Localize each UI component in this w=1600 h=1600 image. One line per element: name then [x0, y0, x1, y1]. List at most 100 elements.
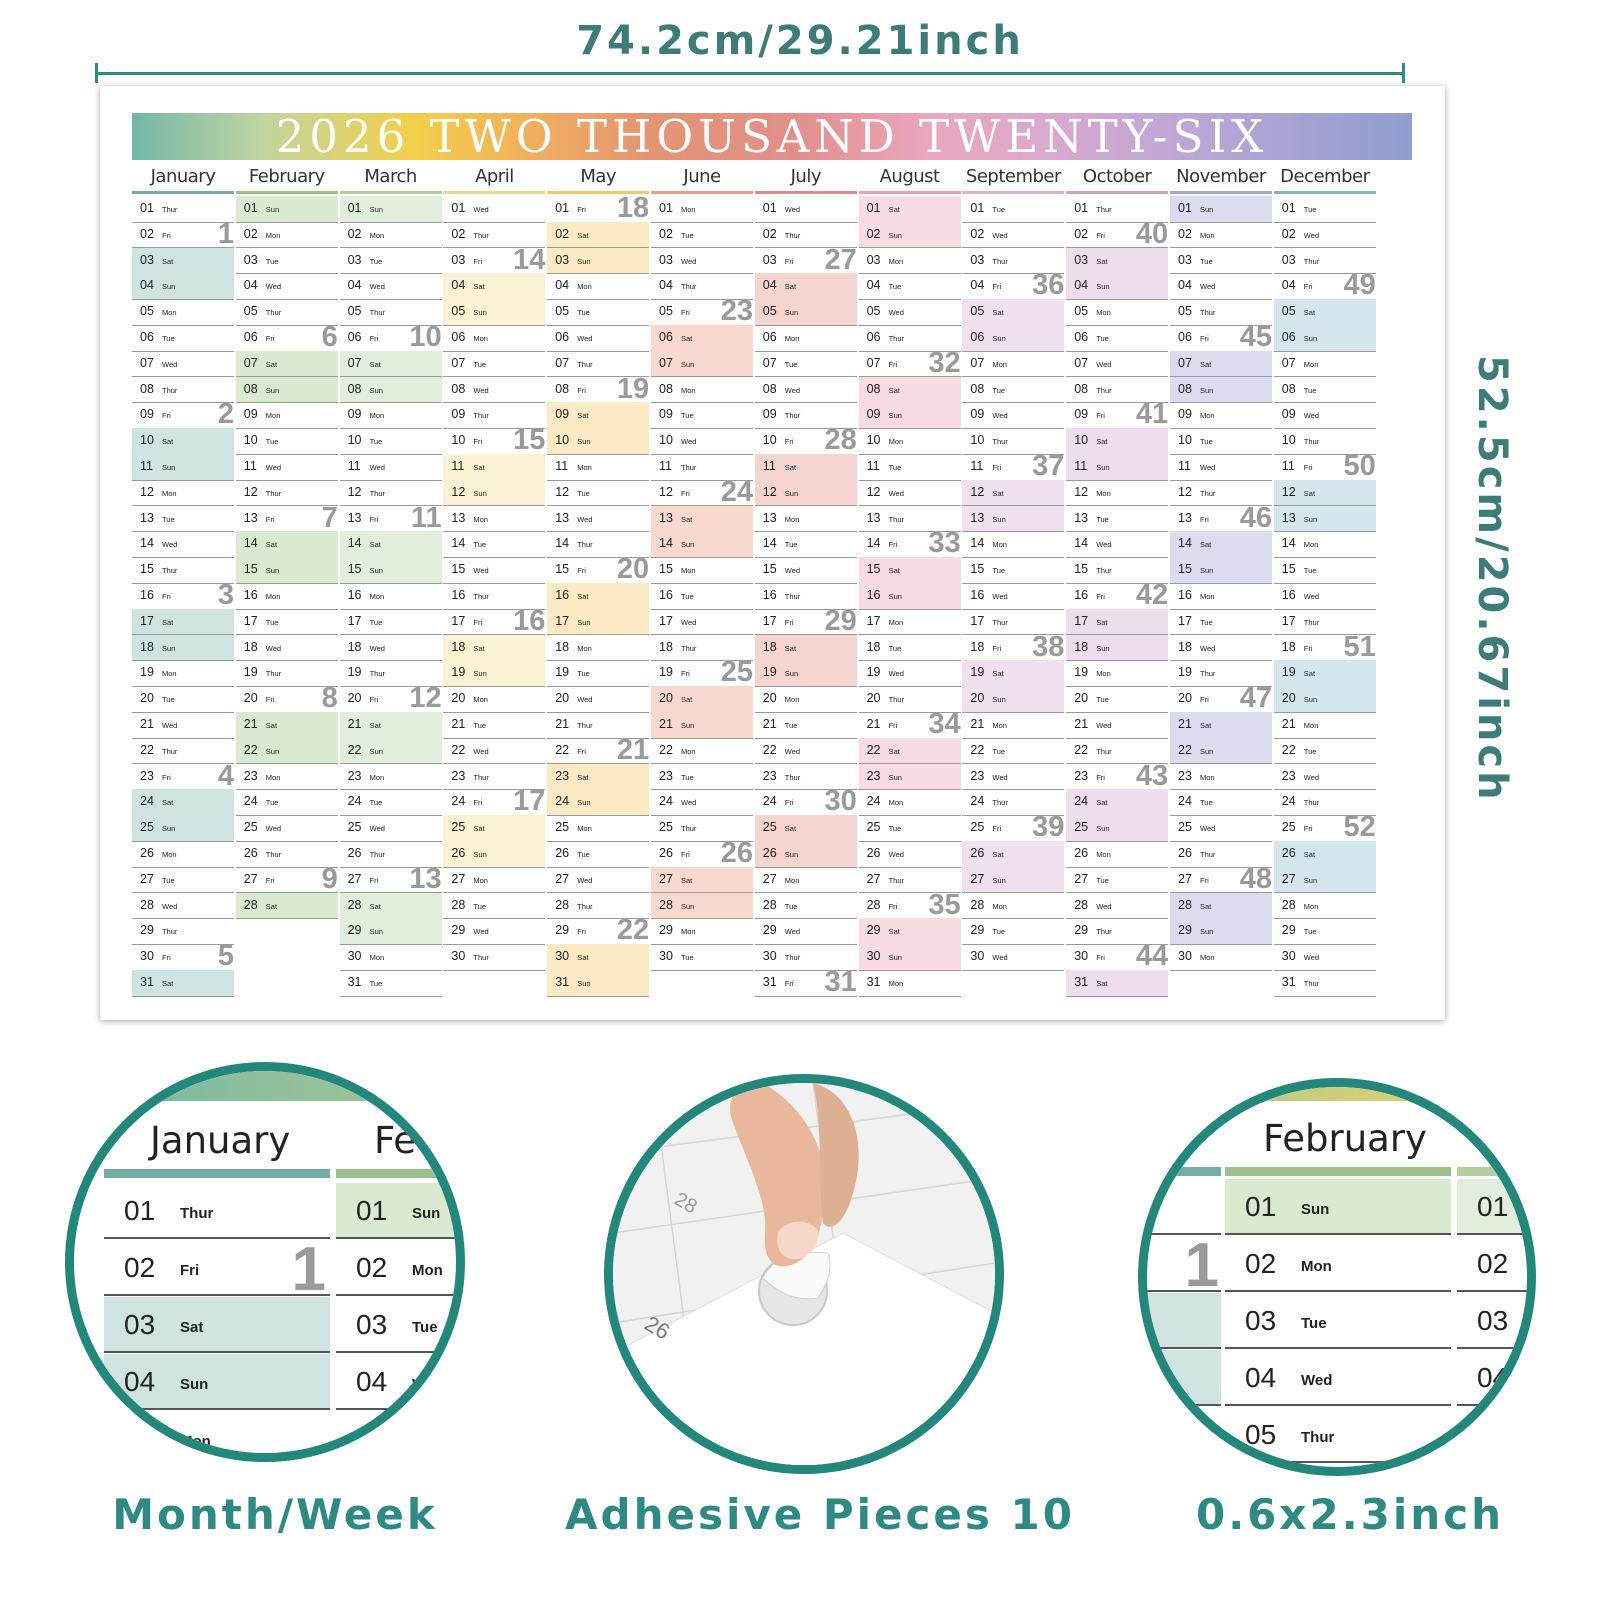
day-weekday: Wed — [784, 566, 801, 576]
day-number: 06 — [659, 330, 673, 344]
day-weekday: Mon — [577, 463, 592, 472]
day-cell: 20 Fri 47 — [1170, 682, 1272, 714]
day-cell: 08 Thur — [132, 377, 234, 404]
day-weekday: Sat — [577, 411, 589, 421]
day-weekday: Mon — [1303, 721, 1319, 730]
day-cell: 12 Mon — [1066, 480, 1169, 507]
week-number: 13 — [409, 862, 442, 895]
zoom-next-day-row: 02 Mon — [336, 1240, 456, 1296]
day-number: 24 — [1178, 794, 1192, 809]
day-weekday: Mon — [1096, 850, 1111, 859]
day-number: 04 — [347, 278, 362, 293]
day-weekday: Tue — [577, 669, 590, 679]
day-weekday: Wed — [784, 927, 801, 937]
day-cell: 10 Sat — [132, 428, 234, 455]
day-weekday: Thur — [265, 308, 282, 318]
day-number: 07 — [243, 355, 258, 370]
day-number: 12 — [1178, 484, 1192, 499]
day-cell: 28 Sat — [235, 892, 338, 920]
day-cell: 25 Thur — [651, 815, 753, 842]
day-number: 03 — [1074, 252, 1089, 267]
day-number: 06 — [451, 330, 466, 344]
day-number: 03 — [451, 252, 466, 267]
day-weekday: Tue — [1303, 205, 1317, 214]
day-weekday: Sun — [162, 282, 176, 292]
day-weekday: Mon — [1200, 592, 1215, 601]
week-number: 22 — [616, 914, 650, 947]
day-cell: 27 Tue — [132, 867, 234, 894]
day-number: 01 — [555, 201, 570, 215]
month-underline — [547, 191, 650, 194]
day-weekday: Sun — [473, 308, 487, 318]
day-cell: 21 Sat — [235, 712, 338, 739]
day-weekday: Tue — [784, 540, 798, 550]
month-underline — [1273, 191, 1376, 194]
day-weekday: Sun — [1303, 695, 1318, 705]
day-weekday: Thur — [369, 669, 386, 679]
day-number: 21 — [866, 717, 881, 731]
day-number: 01 — [970, 201, 985, 215]
zoom-day-row: 01 Thur — [104, 1183, 330, 1239]
day-cell: 14 Sat — [1170, 531, 1272, 558]
day-number: 01 — [1074, 201, 1089, 215]
day-cell: 05 Tue — [547, 299, 650, 326]
day-weekday: Tue — [473, 540, 487, 550]
day-weekday: Fri — [681, 488, 690, 498]
day-number: 29 — [555, 923, 570, 938]
day-cell: 09 Thur — [443, 402, 546, 429]
day-number: 17 — [970, 613, 985, 628]
day-cell: 16 Sat — [547, 583, 650, 610]
day-weekday: Tue — [369, 617, 383, 627]
day-number: 18 — [1281, 639, 1296, 654]
day-cell: 02 Thur — [754, 222, 857, 249]
day-number: 15 — [1074, 562, 1089, 577]
day-weekday: Mon — [1303, 901, 1319, 911]
day-weekday: Wed — [162, 359, 178, 369]
day-number: 15 — [555, 562, 570, 577]
day-cell: 11 Tue — [858, 454, 961, 481]
day-weekday: Wed — [888, 488, 904, 498]
day-number: 03 — [347, 252, 362, 267]
day-cell: 26 Sat — [962, 841, 1065, 868]
day-number: 15 — [140, 562, 154, 577]
day-weekday: Fri — [1303, 463, 1313, 472]
day-cell: 28 Sat — [1170, 892, 1272, 920]
day-weekday: Fri — [992, 463, 1002, 472]
day-number: 29 — [451, 923, 466, 938]
day-cell: 28 Tue — [754, 893, 857, 920]
day-weekday: Thur — [1096, 205, 1112, 214]
month-name: January — [150, 166, 216, 187]
day-number: 20 — [866, 691, 881, 706]
day-number: 08 — [140, 381, 154, 396]
day-cell: 29 Wed — [754, 918, 857, 945]
day-number: 20 — [659, 691, 673, 706]
day-number: 22 — [555, 742, 570, 757]
day-weekday: Fri — [1096, 411, 1105, 421]
day-number: 05 — [970, 304, 985, 319]
day-number: 28 — [1178, 897, 1192, 912]
day-number: 05 — [1281, 304, 1296, 319]
day-weekday: Sun — [784, 669, 799, 679]
week-number: 40 — [1135, 217, 1169, 250]
day-number: 28 — [659, 897, 673, 912]
day-weekday: Sat — [1303, 488, 1316, 498]
day-cell: 19 Wed — [858, 660, 961, 687]
day-weekday: Mon — [473, 334, 488, 343]
day-number: 08 — [451, 381, 466, 396]
day-cell: 13 Tue — [132, 506, 234, 533]
zoom-day-number: 03 — [1245, 1305, 1277, 1336]
day-weekday: Sun — [577, 979, 591, 988]
day-weekday: Tue — [888, 463, 902, 472]
week-number: 43 — [1135, 759, 1169, 792]
day-weekday: Sat — [162, 437, 174, 447]
day-weekday: Wed — [369, 643, 385, 653]
day-weekday: Fri — [1200, 334, 1209, 343]
day-number: 10 — [1074, 433, 1089, 448]
week-number: 9 — [321, 862, 338, 895]
day-number: 06 — [243, 330, 258, 344]
day-number: 03 — [970, 252, 985, 267]
day-weekday: Sat — [577, 772, 589, 782]
week-number: 36 — [1032, 269, 1065, 302]
day-cell: 05 Thur — [235, 299, 338, 326]
day-number: 20 — [970, 691, 985, 706]
